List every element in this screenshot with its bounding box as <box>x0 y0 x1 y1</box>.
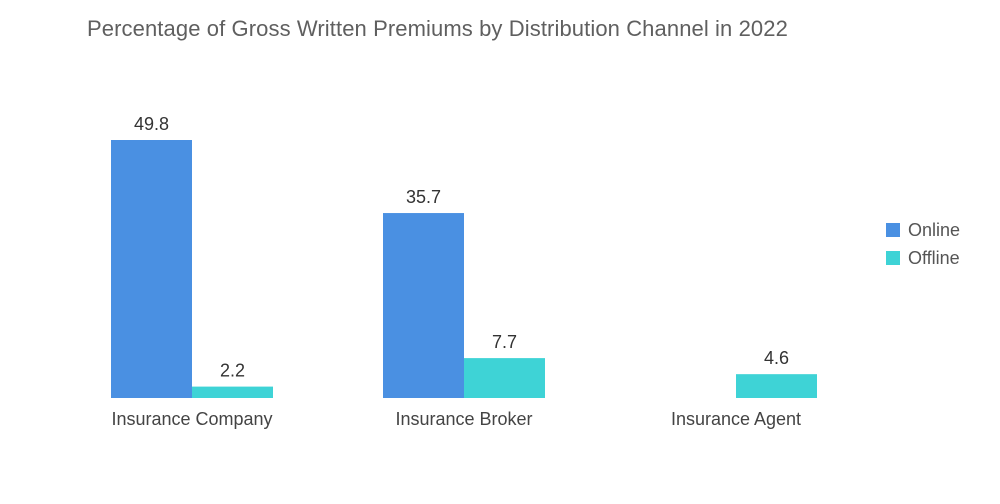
value-label-offline-1: 2.2 <box>220 361 245 381</box>
legend-swatch-online <box>886 223 900 237</box>
bar-offline-3[interactable] <box>736 374 817 398</box>
value-label-offline-3: 4.6 <box>764 348 789 368</box>
legend-item-online[interactable]: Online <box>886 216 960 244</box>
legend: Online Offline <box>886 216 960 272</box>
legend-label-offline: Offline <box>908 247 960 268</box>
x-tick-label-3: Insurance Agent <box>671 409 801 429</box>
bar-online-1[interactable] <box>111 140 192 398</box>
legend-item-offline[interactable]: Offline <box>886 244 960 272</box>
legend-label-online: Online <box>908 219 961 240</box>
bar-offline-1[interactable] <box>192 386 273 398</box>
bar-offline-2[interactable] <box>464 358 545 398</box>
x-tick-label-2: Insurance Broker <box>395 409 532 429</box>
value-label-online-2: 35.7 <box>406 187 441 207</box>
x-tick-label-1: Insurance Company <box>111 409 272 429</box>
chart-title: Percentage of Gross Written Premiums by … <box>87 16 788 41</box>
bar-online-2[interactable] <box>383 213 464 398</box>
legend-swatch-offline <box>886 251 900 265</box>
value-label-online-1: 49.8 <box>134 114 169 134</box>
value-label-offline-2: 7.7 <box>492 332 517 352</box>
